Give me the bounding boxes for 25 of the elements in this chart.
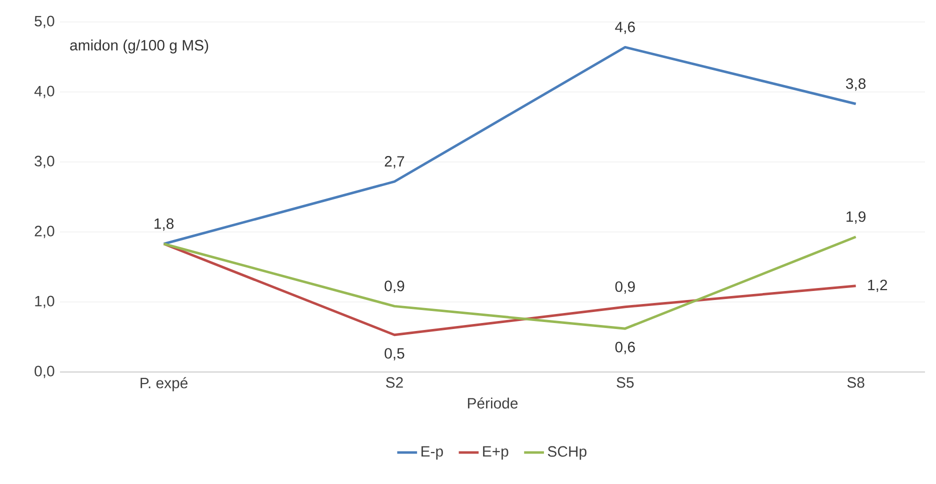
x-tick-label: S2 bbox=[386, 377, 403, 388]
data-label: 0,9 bbox=[384, 280, 404, 293]
x-tick-label: S5 bbox=[616, 377, 634, 388]
legend-label: E-p bbox=[422, 446, 443, 460]
y-tick-label: 4,0 bbox=[34, 86, 54, 98]
data-label: 1,9 bbox=[846, 211, 866, 224]
y-tick-label: 0,0 bbox=[34, 366, 54, 378]
data-label: 1,8 bbox=[154, 218, 174, 231]
data-label: 0,6 bbox=[615, 342, 635, 354]
y-tick-label: 2,0 bbox=[34, 226, 54, 238]
data-label: 2,7 bbox=[384, 156, 404, 168]
y-tick-label: 1,0 bbox=[35, 296, 54, 308]
x-tick-label: P. expé bbox=[140, 377, 188, 392]
data-label: 0,5 bbox=[384, 348, 404, 360]
data-label: 3,8 bbox=[846, 78, 866, 91]
y-tick-label: 3,0 bbox=[34, 156, 54, 168]
y-tick-label: 5,0 bbox=[34, 16, 54, 28]
legend-label: E+p bbox=[483, 446, 508, 460]
data-label: 1,2 bbox=[868, 280, 888, 292]
x-axis-title: Période bbox=[468, 397, 518, 409]
legend-label: SCHp bbox=[548, 446, 586, 460]
annotation: amidon (g/100 g MS) bbox=[70, 40, 208, 54]
data-label: 4,6 bbox=[615, 22, 635, 34]
data-label: 0,9 bbox=[615, 281, 635, 294]
x-tick-label: S8 bbox=[847, 377, 864, 388]
